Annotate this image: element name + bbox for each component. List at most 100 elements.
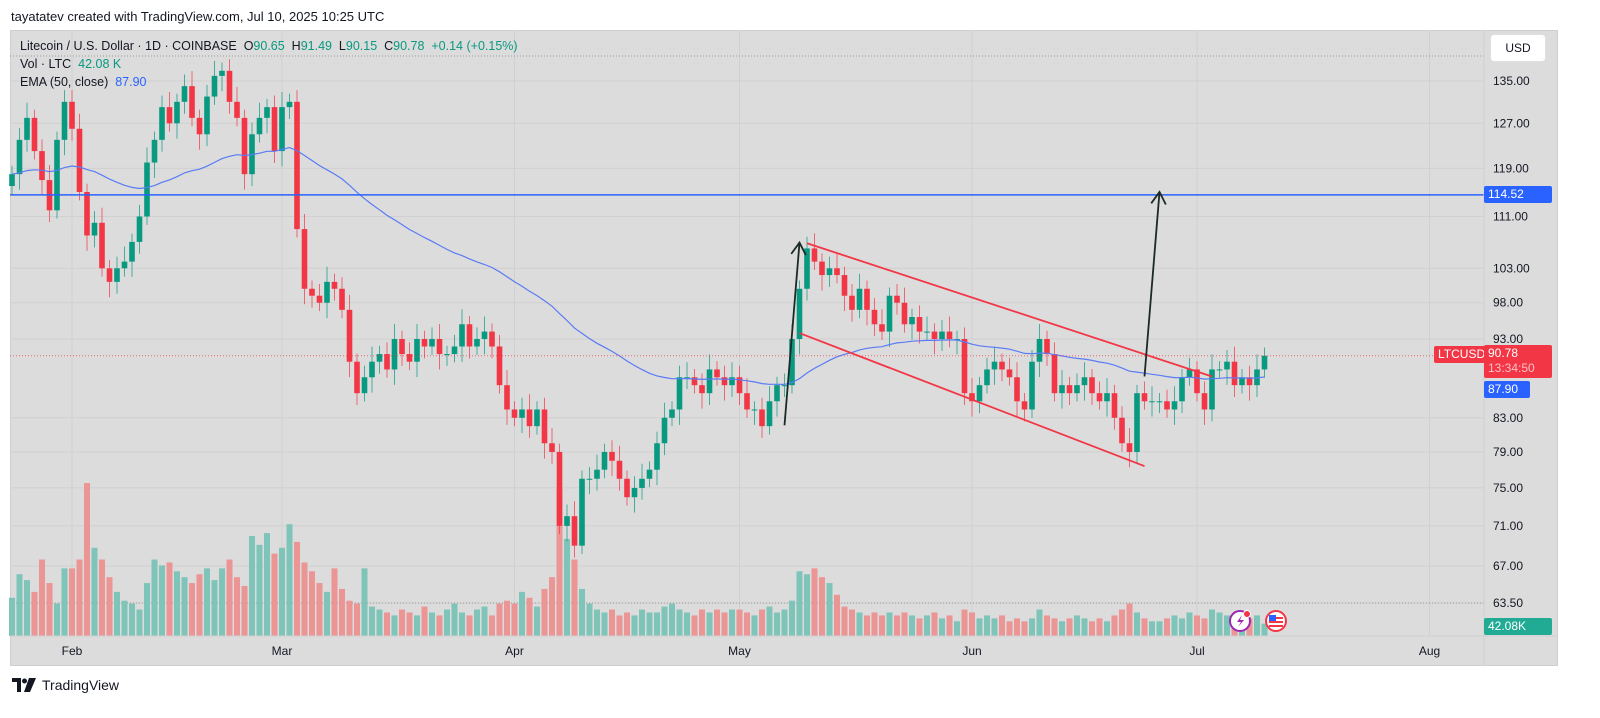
- volume-bar: [556, 488, 563, 636]
- volume-bar: [301, 562, 308, 636]
- channel-lower-line: [799, 332, 1145, 467]
- time-axis: Feb Mar Apr May Jun Jul Aug: [10, 635, 1558, 658]
- candle-up: [459, 324, 465, 347]
- volume-bar: [129, 603, 135, 636]
- volume-bar: [264, 533, 270, 636]
- volume-bar: [1224, 615, 1230, 636]
- volume-bar: [909, 615, 915, 636]
- volume-bar: [684, 612, 690, 636]
- time-tick-label: Aug: [1419, 644, 1440, 658]
- volume-bar: [16, 574, 23, 636]
- tradingview-logo[interactable]: TradingView: [12, 677, 119, 693]
- candle-down: [316, 295, 323, 303]
- volume-bar: [571, 559, 578, 636]
- candle-down: [1126, 443, 1133, 452]
- candle-up: [181, 86, 188, 102]
- price-tick-label: 111.00: [1493, 210, 1528, 224]
- candle-up: [1104, 393, 1110, 402]
- volume-bar: [31, 591, 38, 636]
- tradingview-brand: TradingView: [42, 677, 120, 693]
- legend-volume-row[interactable]: Vol · LTC 42.08 K: [20, 57, 121, 71]
- legend-ema-row[interactable]: EMA (50, close) 87.90: [20, 75, 146, 89]
- candle-down: [571, 516, 578, 546]
- ticker-badge: LTCUSD: [1434, 346, 1490, 363]
- candle-up: [631, 487, 638, 498]
- candle-down: [301, 229, 308, 289]
- candle-up: [1081, 377, 1088, 386]
- volume-bar: [1134, 612, 1140, 636]
- candle-up: [646, 469, 653, 479]
- volume-bar: [969, 612, 975, 636]
- volume-bar: [654, 612, 660, 636]
- candle-up: [114, 268, 120, 282]
- volume-bar: [849, 609, 855, 636]
- candle-down: [31, 117, 38, 152]
- candle-down: [384, 354, 390, 370]
- candle-up: [444, 354, 450, 356]
- candle-down: [736, 377, 743, 394]
- candle-down: [234, 101, 240, 118]
- volume-bar: [834, 594, 840, 636]
- volume-bar: [181, 577, 188, 636]
- candle-down: [99, 222, 105, 269]
- volume-bar: [91, 547, 98, 636]
- candle-up: [451, 346, 458, 355]
- volume-bar: [1059, 621, 1065, 636]
- currency-button[interactable]: USD: [1490, 34, 1546, 62]
- volume-bar: [511, 603, 518, 636]
- volume-bar: [1089, 621, 1095, 636]
- candle-down: [901, 302, 908, 325]
- candle-up: [586, 478, 593, 480]
- candle-down: [189, 86, 195, 118]
- candle-up: [519, 409, 525, 418]
- symbol-title[interactable]: Litecoin / U.S. Dollar · 1D · COINBASE: [20, 39, 237, 53]
- candle-up: [286, 101, 293, 108]
- volume-bar: [954, 621, 960, 636]
- candle-down: [511, 409, 518, 418]
- candle-down: [969, 393, 975, 402]
- candle-down: [399, 339, 405, 355]
- candle-down: [549, 443, 555, 452]
- time-tick-label: Mar: [272, 644, 293, 658]
- lightning-icon[interactable]: [1229, 610, 1251, 632]
- volume-bar: [541, 588, 548, 636]
- volume-bar: [901, 612, 908, 636]
- volume-bar: [61, 568, 68, 636]
- candle-down: [1066, 385, 1073, 394]
- low-value: 90.15: [345, 39, 378, 53]
- candle-up: [639, 478, 645, 488]
- volume-bar: [1209, 609, 1215, 636]
- legend-symbol-row: Litecoin / U.S. Dollar · 1D · COINBASE O…: [20, 39, 518, 53]
- volume-bar: [646, 612, 653, 636]
- grid-lines: [10, 30, 1484, 636]
- volume-bar: [781, 609, 788, 636]
- volume-bar: [474, 609, 480, 636]
- volume-bar: [1006, 621, 1013, 636]
- candle-down: [196, 117, 203, 135]
- volume-bar: [174, 571, 180, 636]
- volume-bar: [271, 553, 278, 636]
- candle-down: [931, 331, 938, 340]
- candle-down: [346, 309, 353, 362]
- volume-bar: [1014, 618, 1020, 636]
- volume-bar: [1044, 615, 1050, 636]
- volume-bar: [1021, 621, 1028, 636]
- us-flag-icon[interactable]: [1265, 610, 1287, 632]
- volume-bar: [69, 568, 75, 636]
- volume-bar: [1111, 615, 1118, 636]
- channel-upper-line: [806, 242, 1213, 378]
- volume-bar: [886, 612, 893, 636]
- arrow-2-shaft: [1143, 191, 1161, 377]
- last-price-badge: 90.78 13:34:50: [1484, 345, 1552, 378]
- volume-bar: [489, 615, 495, 636]
- open-label: O: [243, 39, 254, 53]
- candle-down: [496, 346, 503, 386]
- candle-down: [489, 331, 495, 347]
- volume-bar: [624, 612, 630, 636]
- candle-up: [1074, 385, 1080, 394]
- open-value: 90.65: [253, 39, 285, 53]
- candle-down: [436, 339, 443, 355]
- candle-down: [1014, 377, 1020, 402]
- candle-down: [871, 309, 878, 325]
